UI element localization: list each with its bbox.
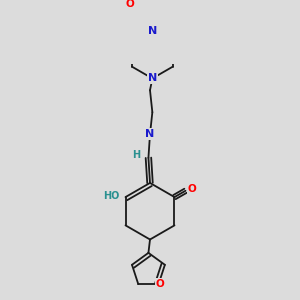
- Text: O: O: [188, 184, 196, 194]
- Text: N: N: [148, 26, 157, 36]
- Text: O: O: [156, 279, 164, 289]
- Text: N: N: [148, 74, 157, 83]
- Text: O: O: [125, 0, 134, 9]
- Text: HO: HO: [103, 190, 119, 200]
- Text: N: N: [146, 129, 154, 139]
- Text: H: H: [133, 150, 141, 161]
